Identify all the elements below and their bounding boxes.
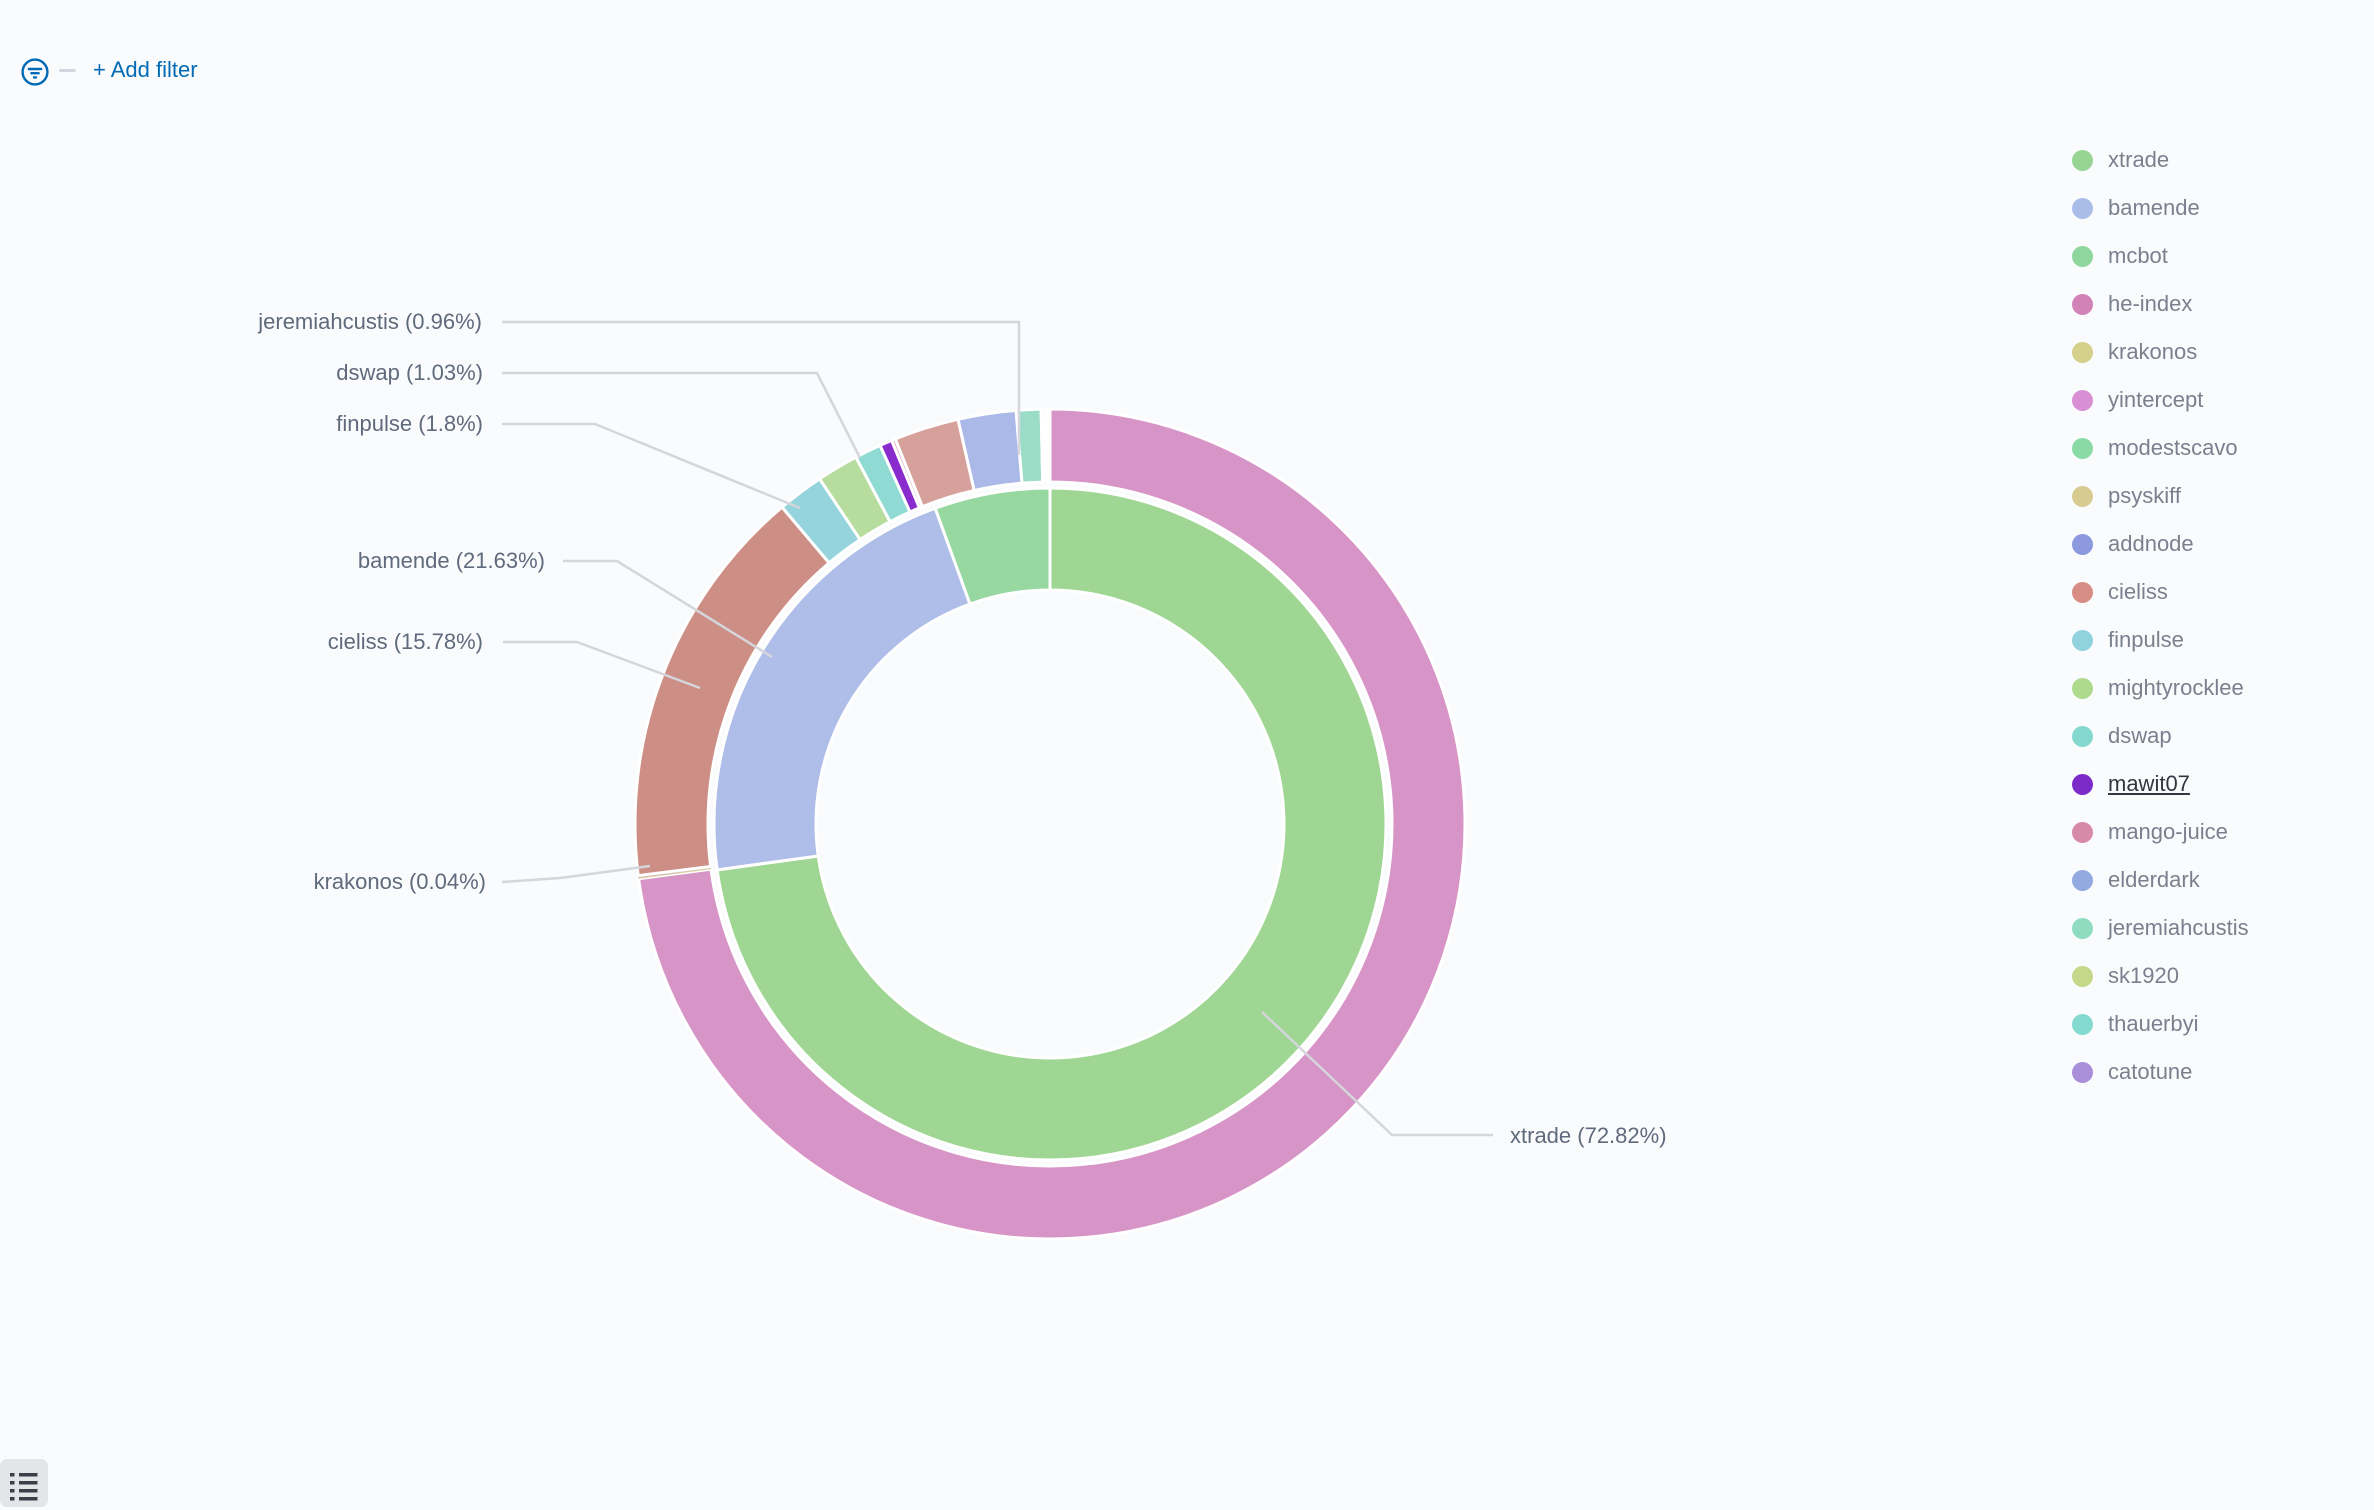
legend-swatch	[2072, 149, 2093, 171]
pie-slice-inner-xtrade[interactable]	[715, 486, 1388, 1162]
legend-toggle-button[interactable]	[0, 1459, 48, 1507]
add-filter-button[interactable]: + Add filter	[93, 57, 198, 82]
legend-item-label: bamende	[2108, 195, 2200, 220]
slice-label-finpulse: finpulse (1.8%)	[336, 411, 483, 436]
legend-swatch	[2072, 341, 2093, 363]
legend-item-yintercept[interactable]: yintercept	[2062, 376, 2362, 424]
legend-item-label: addnode	[2108, 531, 2194, 556]
legend-item-bamende[interactable]: bamende	[2062, 184, 2362, 232]
legend-item-label: elderdark	[2108, 867, 2200, 892]
legend-item-label: dswap	[2108, 723, 2172, 748]
legend-item-krakonos[interactable]: krakonos	[2062, 328, 2362, 376]
legend-item-label: jeremiahcustis	[2108, 915, 2249, 940]
legend-swatch	[2072, 533, 2093, 555]
slice-label-krakonos: krakonos (0.04%)	[313, 869, 486, 894]
legend-swatch	[2072, 581, 2093, 603]
legend-item-label: mcbot	[2108, 243, 2168, 268]
legend-item-jeremiahcustis[interactable]: jeremiahcustis	[2062, 904, 2362, 952]
list-icon-line	[19, 1473, 38, 1477]
pie-slice-outer-he-index[interactable]	[636, 407, 1467, 1241]
list-icon	[10, 1473, 38, 1501]
legend-swatch	[2072, 773, 2093, 795]
legend-item-label: modestscavo	[2108, 435, 2238, 460]
slice-label-bamende: bamende (21.63%)	[357, 548, 545, 573]
legend-item-label: cieliss	[2108, 579, 2168, 604]
pie-slice-inner-mcbot[interactable]	[933, 486, 1052, 607]
legend-swatch	[2072, 869, 2093, 891]
slice-label-dswap: dswap (1.03%)	[336, 360, 483, 385]
legend-item-mcbot[interactable]: mcbot	[2062, 232, 2362, 280]
legend-item-mawit07[interactable]: mawit07	[2062, 760, 2362, 808]
legend-swatch	[2072, 1013, 2093, 1035]
list-icon-line	[19, 1489, 38, 1493]
legend-swatch	[2072, 245, 2093, 267]
legend-item-label: thauerbyi	[2108, 1011, 2199, 1036]
list-icon-line	[19, 1481, 38, 1485]
legend-item-he-index[interactable]: he-index	[2062, 280, 2362, 328]
legend-item-modestscavo[interactable]: modestscavo	[2062, 424, 2362, 472]
legend-item-label: psyskiff	[2108, 483, 2181, 508]
legend-item-label: mightyrocklee	[2108, 675, 2244, 700]
legend-item-label: yintercept	[2108, 387, 2204, 412]
legend-swatch	[2072, 389, 2093, 411]
legend-item-label: mango-juice	[2108, 819, 2228, 844]
legend-item-finpulse[interactable]: finpulse	[2062, 616, 2362, 664]
legend-swatch	[2072, 629, 2093, 651]
legend-item-cieliss[interactable]: cieliss	[2062, 568, 2362, 616]
legend-swatch	[2072, 1061, 2093, 1083]
legend-item-label: catotune	[2108, 1059, 2193, 1084]
legend-item-mango-juice[interactable]: mango-juice	[2062, 808, 2362, 856]
pie-slice-outer-krakonos[interactable]	[638, 868, 711, 879]
leader-line-finpulse	[502, 422, 801, 510]
legend-item-label: krakonos	[2108, 339, 2198, 364]
legend-item-label: xtrade	[2108, 147, 2170, 172]
list-icon-line	[19, 1497, 38, 1501]
leader-line-xtrade	[1261, 1011, 1493, 1137]
leader-line-dswap	[502, 371, 862, 459]
legend-item-psyskiff[interactable]: psyskiff	[2062, 472, 2362, 520]
legend-item-label: sk1920	[2108, 963, 2179, 988]
slice-label-jeremiahcustis: jeremiahcustis (0.96%)	[258, 309, 482, 334]
leader-line-jeremiahcustis	[502, 320, 1021, 455]
filter-icon[interactable]	[21, 58, 49, 86]
legend-swatch	[2072, 965, 2093, 987]
filter-bar: + Add filter	[0, 0, 2374, 110]
list-icon-bullet	[10, 1497, 15, 1501]
legend-item-addnode[interactable]: addnode	[2062, 520, 2362, 568]
legend-swatch	[2072, 437, 2093, 459]
legend-item-dswap[interactable]: dswap	[2062, 712, 2362, 760]
legend-item-elderdark[interactable]: elderdark	[2062, 856, 2362, 904]
leader-line-krakonos	[501, 864, 651, 884]
legend-item-label: mawit07	[2108, 771, 2190, 796]
list-icon-bullet	[10, 1481, 15, 1485]
filter-circle-icon	[21, 58, 49, 86]
legend-swatch	[2072, 485, 2093, 507]
legend-item-label: he-index	[2108, 291, 2193, 316]
legend-swatch	[2072, 677, 2093, 699]
legend-item-sk1920[interactable]: sk1920	[2062, 952, 2362, 1000]
legend-swatch	[2072, 725, 2093, 747]
leader-line-cieliss	[503, 640, 701, 690]
list-icon-bullet	[10, 1473, 15, 1477]
legend-swatch	[2072, 917, 2093, 939]
legend-item-label: finpulse	[2108, 627, 2184, 652]
pie-slice-outer-catotune[interactable]	[1045, 407, 1052, 484]
legend-item-mightyrocklee[interactable]: mightyrocklee	[2062, 664, 2362, 712]
legend-swatch	[2072, 293, 2093, 315]
list-icon-bullet	[10, 1489, 15, 1493]
legend-item-catotune[interactable]: catotune	[2062, 1048, 2362, 1096]
slice-label-cieliss: cieliss (15.78%)	[327, 629, 483, 654]
legend-swatch	[2072, 821, 2093, 843]
legend-item-xtrade[interactable]: xtrade	[2062, 136, 2362, 184]
legend-item-thauerbyi[interactable]: thauerbyi	[2062, 1000, 2362, 1048]
pie-slice-inner-bamende[interactable]	[712, 506, 972, 872]
leader-line-bamende	[563, 559, 773, 659]
chart-legend: xtrade bamende mcbot he-index krakonos y…	[2062, 136, 2362, 1096]
filter-bar-divider	[59, 69, 76, 72]
slice-label-xtrade: xtrade (72.82%)	[1510, 1123, 1667, 1148]
legend-swatch	[2072, 197, 2093, 219]
